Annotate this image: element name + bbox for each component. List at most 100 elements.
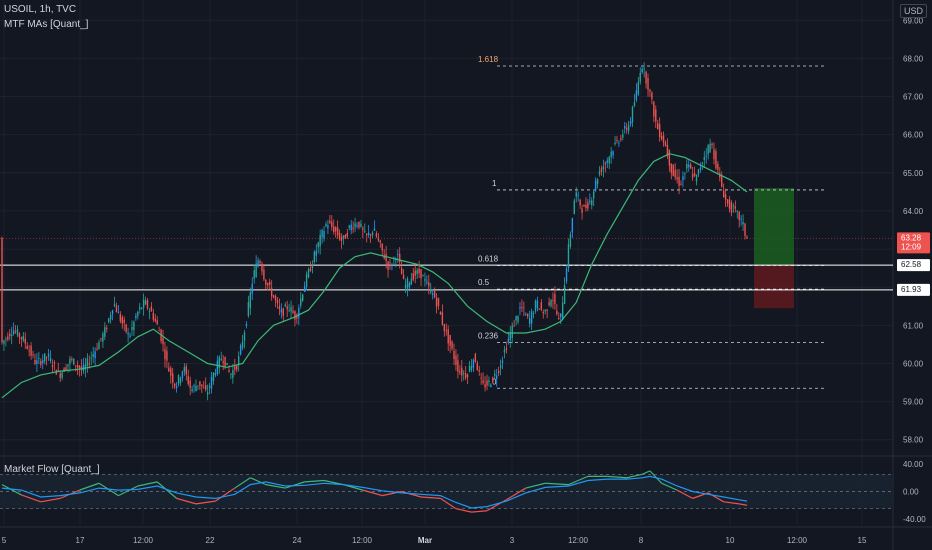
candle-body [532,313,535,314]
candle-body [201,384,203,387]
candle-body [319,234,321,247]
last-price-tag: 63.28 [901,233,922,242]
candle-body [111,310,114,315]
time-tick-label: 10 [726,536,735,545]
candle-body [249,292,252,309]
candle-body [519,307,521,309]
price-axis[interactable]: 69.0068.0067.0066.0065.0064.0063.0062.00… [897,16,930,524]
candle-body [437,298,440,306]
candle-body [356,225,358,227]
candle-body [713,149,715,160]
candle-body [245,323,248,326]
candle-body [509,332,511,341]
oscillator-tick-label: -40.00 [903,515,926,524]
candle-body [350,224,352,231]
horizontal-lines[interactable] [0,264,893,291]
candle-body [340,237,343,241]
oscillator-line-a [649,470,663,484]
candle-body [573,200,575,215]
candle-body [639,72,641,82]
indicator-title[interactable]: MTF MAs [Quant_] [4,19,89,30]
oscillator-line-a [641,470,651,475]
hline-price-tag: 61.93 [901,285,922,294]
price-tick-label: 58.00 [903,436,924,445]
oscillator-line-a [676,489,693,499]
candle-body [75,365,77,367]
candle-body [457,360,459,372]
candle-body [631,106,634,123]
candle-body [290,307,292,312]
candle-body [366,233,368,236]
candle-body [492,377,494,382]
candle-body [697,169,700,175]
candle-body [447,329,449,344]
target-zone [754,188,794,266]
candle-body [224,356,226,368]
candle-body [571,218,574,233]
oscillator-line-a [420,496,441,499]
candle-body [624,126,626,129]
candle-body [119,314,122,322]
candle-body [546,309,548,311]
candle-body [416,270,418,274]
candle-body [744,223,746,237]
candle-body [618,142,620,144]
candle-body [226,363,228,365]
candle-body [575,192,577,197]
symbol-title[interactable]: USOIL, 1h, TVC [4,4,77,15]
candle-body [732,205,735,207]
price-tick-label: 67.00 [903,93,924,102]
oscillator-title[interactable]: Market Flow [Quant_] [4,464,100,475]
candle-body [657,123,659,130]
candle-body [42,360,44,364]
oscillator-line-a [362,489,383,497]
candle-body [73,358,75,365]
time-tick-label: 3 [510,536,515,545]
candle-body [622,134,624,138]
candle-body [474,353,477,362]
oscillator-line-a [440,497,457,510]
candle-body [193,385,195,387]
candle-body [305,274,308,287]
time-tick-label: 5 [2,536,7,545]
candle-body [598,171,601,175]
candle-body [61,372,63,378]
candle-body [185,366,187,375]
candle-body [463,373,465,374]
candle-body [280,309,283,313]
candle-body [625,127,628,130]
time-axis[interactable]: 5 17 12:00 22 24 12:00 Mar 3 12:00 8 10 12:00 15 [2,536,867,545]
candle-body [187,376,189,384]
candle-body [311,265,314,268]
candle-body [348,225,350,228]
candle-body [210,376,213,389]
candle-body [629,121,632,125]
candle-body [499,365,502,368]
time-tick-label: 15 [858,536,867,545]
candle-body [65,367,67,370]
candle-body [627,125,630,132]
candle-body [585,204,587,209]
candle-body [721,176,723,187]
candle-body [430,289,432,293]
candle-body [292,310,294,314]
candle-body [505,348,508,350]
candle-body [439,311,442,315]
oscillator-line-a [234,477,251,489]
candle-body [228,370,230,372]
oscillator-line-a [250,477,267,486]
candle-body [412,273,414,280]
candle-body [251,283,253,294]
candle-body [20,337,23,340]
candle-body [106,327,108,329]
oscillator-line-a [21,494,42,503]
candle-body [261,263,263,272]
oscillator-line-a [661,482,678,491]
candle-body [633,102,636,106]
candle-body [653,101,655,117]
position-zones[interactable] [754,188,794,309]
candle-body [538,308,541,310]
candle-body [658,124,661,138]
